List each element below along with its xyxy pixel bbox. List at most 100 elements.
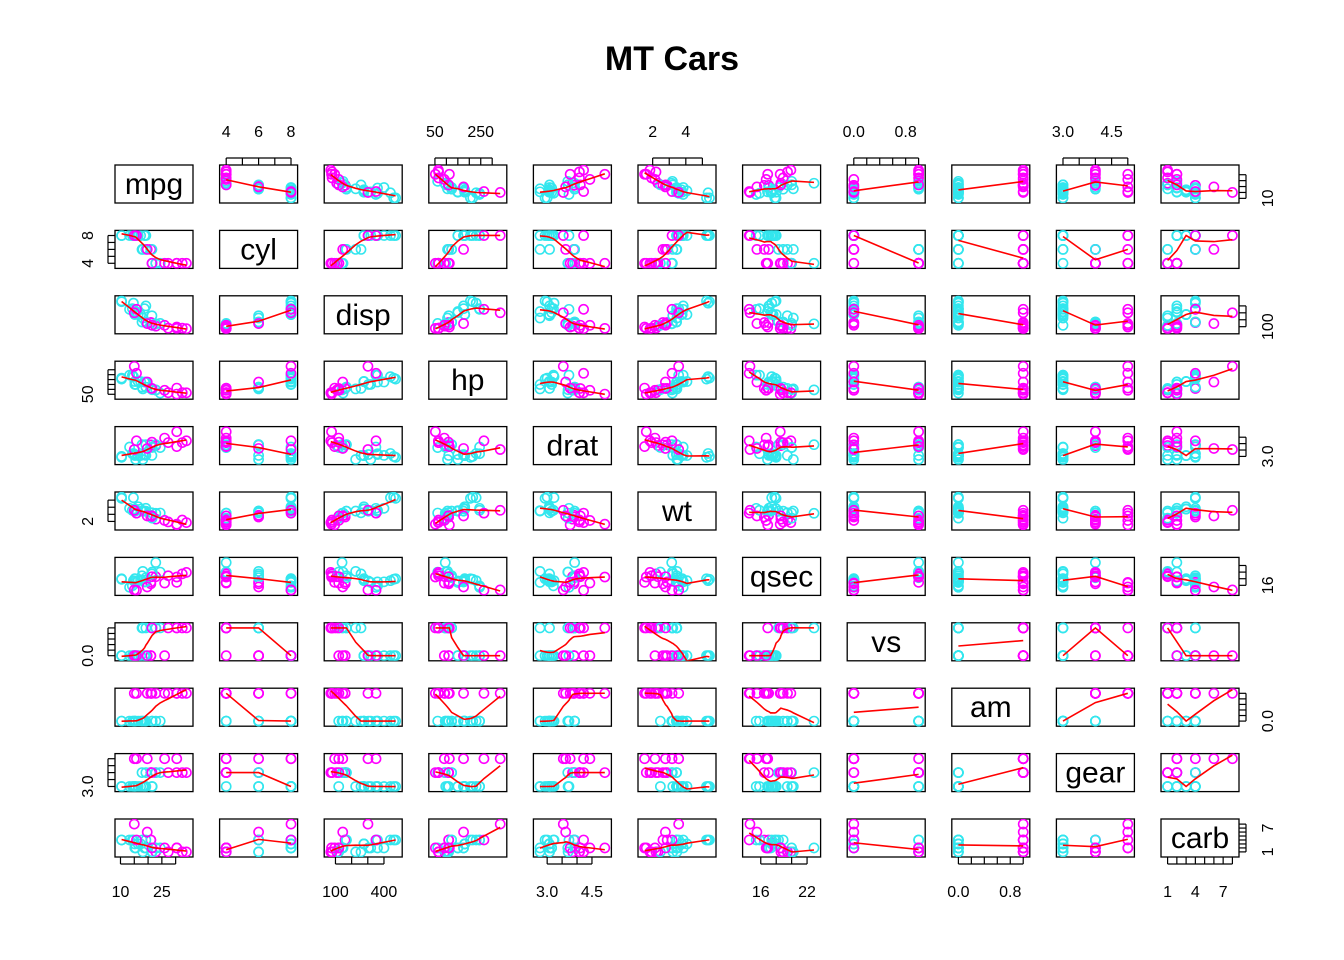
data-point [146,319,158,331]
data-point [1090,442,1101,453]
data-point [952,492,964,504]
data-point [1090,243,1101,255]
data-point [458,510,469,522]
smooth-line [1062,626,1129,657]
panel-hp-vs-qsec [741,360,822,400]
data-point [171,519,183,530]
data-point [494,307,506,319]
data-point [171,688,183,699]
left-axis-hp: 50 [80,369,115,403]
data-point [762,688,774,699]
data-point [131,507,142,519]
panel-marks [743,622,820,661]
smooth-line [121,574,187,584]
data-point [1090,715,1101,727]
data-point [1122,303,1134,315]
data-point [913,436,925,448]
panel-marks [534,753,611,792]
data-point [458,826,469,838]
data-point [432,567,444,578]
data-point [786,512,798,524]
data-point [358,186,370,198]
data-point [1208,688,1220,699]
data-point [952,834,964,846]
data-point [546,307,558,318]
tick-label: 7 [1260,824,1277,833]
data-point [333,781,345,792]
data-point [639,842,650,854]
data-point [1208,510,1220,522]
panel-drat-vs-gear [1055,425,1136,466]
data-point [146,257,158,269]
data-point [1057,230,1069,241]
data-point [639,576,650,588]
data-point [220,383,232,394]
data-point [285,187,297,198]
tick-label: 4 [222,124,231,141]
smooth-line [748,832,815,853]
smooth-line [644,231,710,267]
bottom-axis-am: 0.0 0.8 [947,857,1024,901]
data-point [952,376,964,388]
data-point [1162,566,1173,578]
data-point [1171,436,1183,448]
panel-frame [323,360,403,400]
left-axis-cyl: 48 [80,231,115,268]
smooth-line [539,173,606,193]
data-point [285,492,297,504]
data-point [135,230,147,241]
data-point [1057,622,1069,634]
top-axis-hp: 50 250 [426,124,494,165]
panel-marks [639,230,715,269]
data-point [1090,834,1101,846]
data-point [1189,570,1201,582]
data-point [1171,767,1183,778]
panel-frame [114,556,194,597]
data-point [913,715,925,727]
panel-marks [1162,165,1238,203]
smooth-line [330,498,396,524]
panel-wt-vs-disp [323,491,403,531]
data-point [1057,189,1069,200]
data-point [1017,622,1029,634]
smooth-line [1062,692,1129,722]
smooth-line [434,234,501,268]
data-point [751,688,763,699]
data-point [1122,168,1134,180]
panel-marks [220,361,297,400]
data-point [913,834,925,846]
panel-frame [951,360,1031,400]
panel-am-vs-am: am [951,687,1031,727]
tick-label: 1 [1163,884,1172,901]
data-point [808,507,820,519]
tick-label: 0.8 [999,884,1021,901]
data-point [440,781,452,792]
data-point [1162,312,1173,324]
data-point [220,781,232,792]
data-point [848,507,860,519]
panel-drat-vs-hp [428,425,508,466]
data-point [952,502,964,514]
panel-drat-vs-am [951,425,1031,466]
data-point [1057,303,1069,315]
data-point [1171,300,1183,312]
data-point [534,379,546,390]
data-point [1171,168,1183,180]
right-axis-mpg: 10 [1239,174,1277,207]
data-point [848,303,860,315]
data-point [1017,515,1029,526]
data-point [337,688,349,699]
data-point [329,382,341,394]
smooth-line [226,574,292,584]
smooth-line [749,311,815,326]
data-point [848,192,860,203]
panel-carb-vs-gear [1055,818,1136,858]
smooth-line [644,438,710,457]
data-point [848,181,860,193]
data-point [673,307,685,319]
panel-hp-vs-mpg [114,360,194,400]
data-point [677,376,689,388]
smooth-line [644,300,710,330]
panel-mpg-vs-hp [428,164,508,204]
data-point [848,243,860,255]
